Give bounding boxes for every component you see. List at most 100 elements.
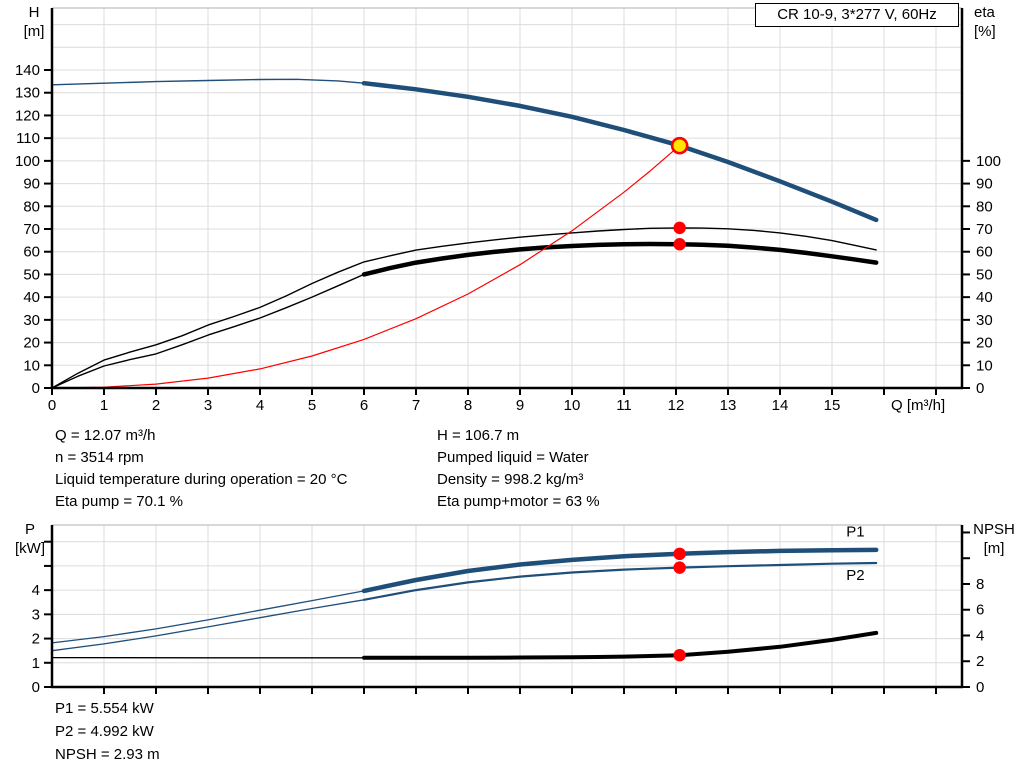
y-right-tick-label: 90 [976,176,993,193]
y-left-tick-label: 40 [23,289,40,306]
eta-pump-motor-curve [361,241,879,277]
duty-info-left-column: Q = 12.07 m³/h n = 3514 rpm Liquid tempe… [55,426,347,514]
eta-axis-label-line1: eta [974,4,995,21]
y-right-tick-label: 4 [976,627,984,644]
eta-pump-motor-curve-low-flow [51,273,365,389]
info-head: H = 106.7 m [437,427,520,444]
y-right-tick-label: 30 [976,312,993,329]
y-right-tick-label: 70 [976,221,993,238]
y-left-tick-label: 90 [23,176,40,193]
y-left-tick-label: 10 [23,357,40,374]
p2-curve-label: P2 [846,567,864,584]
info-eta-pump-motor: Eta pump+motor = 63 % [437,493,600,510]
eta-pump-operating-point [673,221,686,235]
y-right-tick-label: 50 [976,266,993,283]
y-left-tick-label: 30 [23,312,40,329]
x-tick-label: 5 [308,397,316,414]
y-right-tick-label: 100 [976,153,1001,170]
y-left-tick-label: 50 [23,266,40,283]
y-left-tick-label: 100 [15,153,40,170]
y-right-tick-label: 0 [976,380,984,397]
h-axis-label-line1: H [28,4,40,21]
x-tick-label: 4 [256,397,264,414]
pump-title-box: CR 10-9, 3*277 V, 60Hz [755,3,959,27]
info-liquid-temperature: Liquid temperature during operation = 20… [55,471,348,488]
y-right-tick-label: 80 [976,198,993,215]
x-tick-label: 13 [720,397,737,414]
y-left-tick-label: 2 [32,631,40,648]
x-tick-label: 14 [772,397,789,414]
x-tick-label: 3 [204,397,212,414]
y-right-tick-label: 8 [976,576,984,593]
y-right-tick-label: 0 [976,679,984,696]
x-tick-label: 0 [48,397,56,414]
x-tick-label: 7 [412,397,420,414]
x-tick-label: 2 [152,397,160,414]
y-left-tick-label: 80 [23,198,40,215]
y-right-tick-label: 6 [976,602,984,619]
y-left-tick-label: 140 [15,62,40,79]
x-tick-label: 8 [464,397,472,414]
info-speed: n = 3514 rpm [55,449,144,466]
info-pumped-liquid: Pumped liquid = Water [437,449,589,466]
x-tick-label: 12 [668,397,685,414]
p2-curve [362,561,878,601]
x-tick-label: 15 [824,397,841,414]
h-axis-label-line2: [m] [23,23,45,40]
npsh-operating-point [673,648,686,662]
x-tick-label: 1 [100,397,108,414]
y-right-tick-label: 40 [976,289,993,306]
y-left-tick-label: 1 [32,655,40,672]
npsh-axis-label-line2: [m] [983,540,1005,557]
y-right-tick-label: 10 [976,357,993,374]
y-right-tick-label: 60 [976,244,993,261]
head-curve-low-flow [51,78,365,86]
y-left-tick-label: 4 [32,582,40,599]
y-right-tick-label: 2 [976,653,984,670]
y-left-tick-label: 20 [23,335,40,352]
p1-curve-low-flow [51,590,365,644]
x-tick-label: 9 [516,397,524,414]
x-tick-label: 10 [564,397,581,414]
y-left-tick-label: 0 [32,380,40,397]
info-flow: Q = 12.07 m³/h [55,427,156,444]
y-right-axis-unit-top: eta [%] [974,3,996,41]
y-right-axis-unit-bottom: NPSH [m] [966,520,1022,558]
p1-curve-label: P1 [846,523,864,540]
power-info-block: P1 = 5.554 kW P2 = 4.992 kW NPSH = 2.93 … [55,699,160,768]
eta-axis-label-line2: [%] [974,23,996,40]
y-right-tick-label: 20 [976,335,993,352]
head-curve [361,80,879,223]
duty-info-right-column: H = 106.7 m Pumped liquid = Water Densit… [437,426,600,514]
eta-pump-motor-operating-point [673,238,686,251]
x-tick-label: 6 [360,397,368,414]
y-left-tick-label: 120 [15,107,40,124]
y-left-tick-label: 3 [32,606,40,623]
p2-curve-low-flow [51,599,365,652]
p-axis-label-line1: P [24,521,35,538]
y-left-axis-unit-bottom: P [kW] [8,520,52,558]
p1-operating-point [673,547,686,561]
eta-pump-curve [51,227,877,389]
y-left-tick-label: 110 [16,130,40,147]
info-npsh: NPSH = 2.93 m [55,746,160,763]
info-density: Density = 998.2 kg/m³ [437,471,584,488]
y-left-tick-label: 70 [23,221,40,238]
p-axis-label-line2: [kW] [15,540,45,557]
npsh-axis-label-line1: NPSH [973,521,1015,538]
p1-curve [361,547,879,594]
system-curve [51,145,681,389]
npsh-curve [362,630,879,660]
y-left-tick-label: 0 [32,679,40,696]
x-tick-label: 11 [616,397,632,414]
y-left-tick-label: 130 [15,85,40,102]
info-p1: P1 = 5.554 kW [55,700,154,717]
info-eta-pump: Eta pump = 70.1 % [55,493,183,510]
info-p2: P2 = 4.992 kW [55,723,154,740]
y-left-axis-unit-top: H [m] [14,3,54,41]
x-axis-label: Q [m³/h] [891,397,946,414]
y-left-tick-label: 60 [23,244,40,261]
duty-point[interactable] [670,136,689,155]
